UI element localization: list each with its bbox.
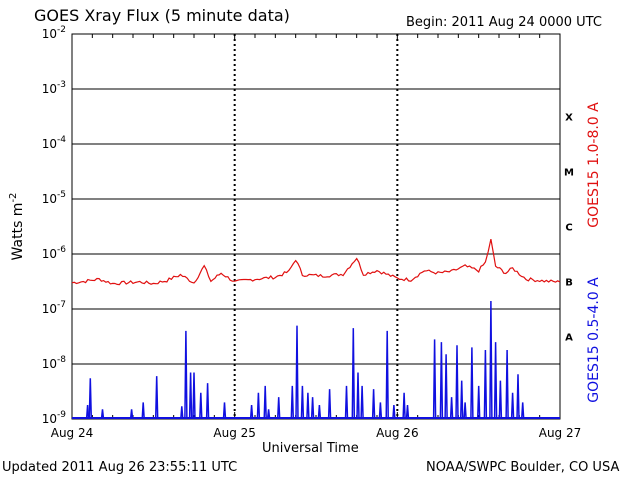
series-spike-short-channel xyxy=(402,392,406,420)
series-spike-short-channel xyxy=(483,349,488,420)
series-spike-short-channel xyxy=(300,385,305,420)
series-spike-short-channel xyxy=(385,330,389,420)
series-spike-short-channel xyxy=(249,404,254,420)
legend-short-channel: GOES15 0.5-4.0 A xyxy=(586,277,602,403)
series-spike-short-channel xyxy=(505,349,509,420)
series-spike-short-channel xyxy=(306,392,310,420)
series-spike-short-channel xyxy=(290,385,295,420)
series-spike-short-channel xyxy=(199,392,203,420)
series-spike-short-channel xyxy=(470,347,474,420)
y-tick-base: 10 xyxy=(42,357,57,371)
y-tick-exponent: -7 xyxy=(57,300,66,310)
flare-class-label: X xyxy=(565,113,573,124)
series-line-long-channel xyxy=(71,238,561,286)
plot-frame xyxy=(71,33,561,420)
x-axis-title: Universal Time xyxy=(262,441,359,456)
y-tick-exponent: -8 xyxy=(57,355,66,365)
y-tick-base: 10 xyxy=(42,27,57,41)
y-tick-exponent: -3 xyxy=(57,80,66,90)
y-tick-base: 10 xyxy=(42,137,57,151)
y-tick-label: 10-9 xyxy=(42,410,67,426)
series-spike-short-channel xyxy=(498,380,503,420)
series-spike-short-channel xyxy=(476,385,481,420)
series-spike-short-channel xyxy=(439,342,444,420)
series-spike-short-channel xyxy=(154,376,159,420)
y-tick-exponent: -5 xyxy=(57,190,66,200)
series-spike-short-channel xyxy=(256,392,261,420)
series-spike-short-channel xyxy=(327,389,332,420)
series-spike-short-channel xyxy=(205,383,210,420)
y-tick-label: 10-7 xyxy=(42,300,66,316)
y-tick-base: 10 xyxy=(42,247,57,261)
series-spike-short-channel xyxy=(317,404,322,420)
series-spike-short-channel xyxy=(463,402,467,420)
series-spike-short-channel xyxy=(510,392,515,420)
x-tick-label: Aug 26 xyxy=(376,426,419,440)
series-spike-short-channel xyxy=(455,345,459,420)
series-spike-short-channel xyxy=(493,342,498,420)
y-tick-label: 10-8 xyxy=(42,355,67,371)
series-spike-short-channel xyxy=(222,402,227,420)
series-spike-short-channel xyxy=(295,325,299,420)
y-tick-label: 10-6 xyxy=(42,245,67,261)
updated-timestamp: Updated 2011 Aug 26 23:55:11 UTC xyxy=(2,460,238,475)
y-axis-title-text: Watts m xyxy=(10,203,26,261)
series-spike-short-channel xyxy=(520,402,525,420)
flare-class-label: M xyxy=(564,168,574,179)
series-spike-short-channel xyxy=(449,397,454,420)
legend-long-channel: GOES15 1.0-8.0 A xyxy=(586,102,602,228)
series-spike-short-channel xyxy=(129,409,134,420)
series-spike-short-channel xyxy=(516,374,520,420)
series-spike-short-channel xyxy=(180,406,184,420)
series-spike-short-channel xyxy=(489,300,493,420)
series-spike-short-channel xyxy=(444,354,448,420)
series-spike-short-channel xyxy=(141,402,145,420)
series-spike-short-channel xyxy=(188,372,193,420)
series-spike-short-channel xyxy=(276,397,281,420)
y-tick-label: 10-2 xyxy=(42,25,66,41)
series-spike-short-channel xyxy=(405,404,410,420)
flare-class-label: B xyxy=(565,278,573,289)
y-tick-label: 10-5 xyxy=(42,190,66,206)
x-tick-label: Aug 24 xyxy=(51,426,94,440)
series-spike-short-channel xyxy=(100,409,105,420)
y-tick-label: 10-3 xyxy=(42,80,66,96)
series-spike-short-channel xyxy=(263,385,267,420)
x-tick-label: Aug 27 xyxy=(539,426,582,440)
series-spike-short-channel xyxy=(266,409,271,420)
chart-title: GOES Xray Flux (5 minute data) xyxy=(34,6,290,25)
series-spike-short-channel xyxy=(344,385,349,420)
series-spike-short-channel xyxy=(432,339,437,420)
y-tick-base: 10 xyxy=(42,192,57,206)
flare-class-label: A xyxy=(565,333,573,344)
series-spike-short-channel xyxy=(85,404,90,420)
series-spike-short-channel xyxy=(310,397,315,420)
series-spike-short-channel xyxy=(356,372,360,420)
series-spike-short-channel xyxy=(371,389,376,420)
y-axis-title: Watts m-2 xyxy=(8,193,26,261)
y-tick-base: 10 xyxy=(42,82,57,96)
flare-class-label: C xyxy=(565,223,572,234)
series-spike-short-channel xyxy=(392,404,396,420)
y-tick-exponent: -6 xyxy=(57,245,66,255)
series-spike-short-channel xyxy=(184,330,188,420)
y-tick-exponent: -2 xyxy=(57,25,66,35)
y-tick-exponent: -9 xyxy=(57,410,66,420)
series-spike-short-channel xyxy=(351,328,356,420)
credit-text: NOAA/SWPC Boulder, CO USA xyxy=(426,460,620,475)
y-tick-exponent: -4 xyxy=(57,135,66,145)
y-tick-base: 10 xyxy=(42,302,57,316)
x-tick-label: Aug 25 xyxy=(213,426,256,440)
series-spike-short-channel xyxy=(459,380,464,420)
series-spike-short-channel xyxy=(360,385,364,420)
y-tick-label: 10-4 xyxy=(42,135,67,151)
series-spike-short-channel xyxy=(88,378,93,420)
y-tick-base: 10 xyxy=(42,412,57,426)
begin-time: Begin: 2011 Aug 24 0000 UTC xyxy=(406,15,602,30)
series-spike-short-channel xyxy=(192,372,196,420)
y-axis-title-exponent: -2 xyxy=(8,193,19,203)
series-spike-short-channel xyxy=(378,402,383,420)
